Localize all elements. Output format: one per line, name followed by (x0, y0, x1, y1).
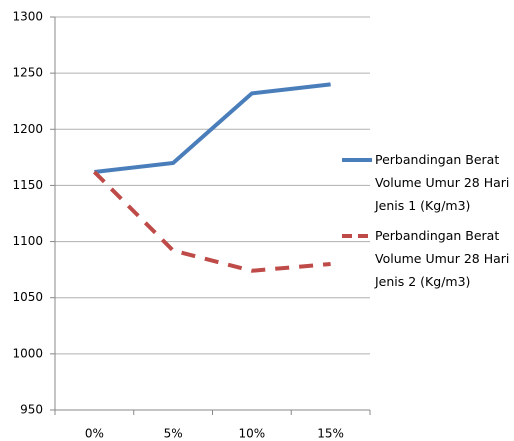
y-tick-label: 950 (20, 403, 43, 417)
legend-label: Perbandingan Berat Volume Umur 28 Hari J… (375, 152, 510, 213)
data-line (94, 82, 331, 174)
y-tick-label: 1100 (12, 234, 43, 248)
y-tick-label: 1000 (12, 346, 43, 360)
y-tick-label: 1200 (12, 122, 43, 136)
y-tick-label: 1150 (12, 178, 43, 192)
y-tick-label: 1300 (12, 10, 43, 24)
x-tick-label: 10% (239, 427, 266, 441)
legend-label: Perbandingan Berat Volume Umur 28 Hari J… (375, 228, 510, 289)
y-tick-label: 1050 (12, 290, 43, 304)
data-line (92, 170, 331, 273)
x-tick-label: 0% (85, 427, 104, 441)
x-tick-label: 15% (317, 427, 344, 441)
x-tick-label: 5% (164, 427, 183, 441)
y-tick-label: 1250 (12, 66, 43, 80)
